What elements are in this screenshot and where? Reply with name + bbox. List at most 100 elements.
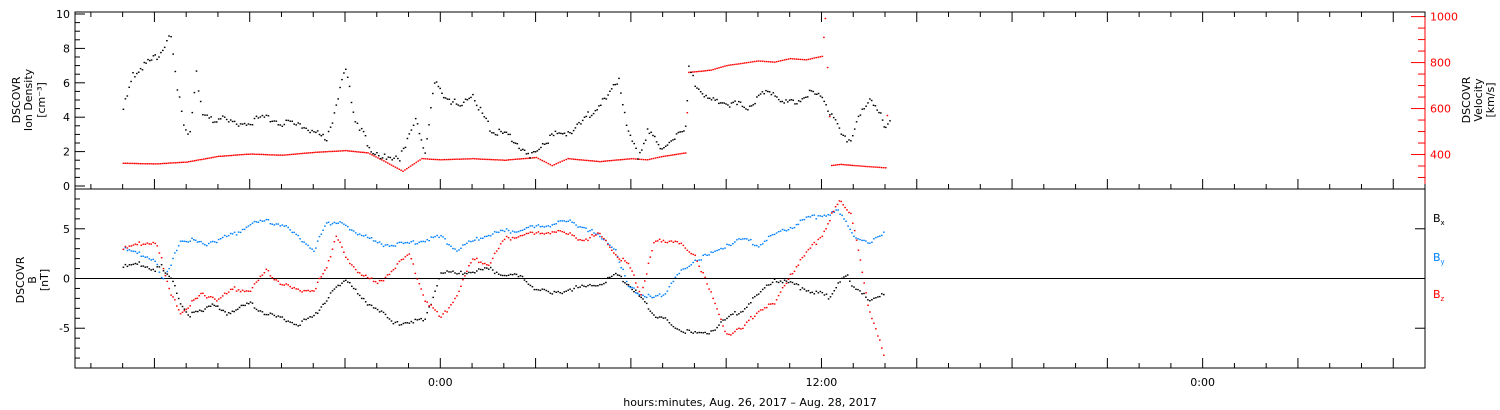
b-z-point bbox=[700, 271, 702, 273]
b-x-point bbox=[142, 265, 145, 267]
b-y-point bbox=[651, 296, 653, 299]
b-x-point bbox=[583, 285, 585, 287]
b-x-point bbox=[416, 319, 419, 321]
density-point bbox=[754, 102, 756, 105]
b-z-point bbox=[303, 289, 305, 292]
velocity-point bbox=[150, 163, 153, 165]
b-y-point bbox=[509, 232, 512, 234]
b-x-point bbox=[341, 282, 343, 284]
b-x-point bbox=[224, 311, 226, 313]
density-point bbox=[297, 122, 299, 124]
b-y-point bbox=[857, 238, 859, 240]
b-z-point bbox=[158, 252, 161, 254]
b-x-point bbox=[660, 316, 663, 318]
b-z-point bbox=[660, 241, 663, 243]
b-z-point bbox=[567, 233, 569, 235]
b-z-point bbox=[734, 330, 736, 333]
velocity-point bbox=[543, 160, 546, 163]
density-point bbox=[750, 105, 753, 107]
b-x-point bbox=[821, 291, 824, 294]
b-z-point bbox=[754, 315, 756, 317]
density-point bbox=[814, 93, 816, 95]
velocity-point bbox=[861, 165, 863, 167]
velocity-point bbox=[292, 153, 295, 155]
b-y-point bbox=[406, 241, 409, 244]
b-x-point bbox=[418, 318, 421, 321]
b-z-point bbox=[390, 270, 393, 273]
b-x-point bbox=[555, 291, 557, 293]
b-y-point bbox=[493, 231, 496, 233]
b-x-point bbox=[765, 284, 768, 286]
density-point bbox=[675, 133, 678, 135]
b-x-point bbox=[597, 285, 599, 287]
b-z-point bbox=[593, 235, 595, 237]
b-y-point bbox=[573, 222, 575, 224]
velocity-point bbox=[691, 71, 694, 73]
b-y-point bbox=[690, 264, 692, 266]
b-z-point bbox=[775, 299, 778, 301]
b-z-point bbox=[674, 240, 677, 242]
b-y-point bbox=[283, 225, 286, 227]
b-z-point bbox=[225, 293, 228, 295]
b-x-point bbox=[672, 325, 675, 328]
b-z-point bbox=[718, 313, 720, 316]
velocity-point bbox=[262, 153, 265, 156]
b-z-point bbox=[651, 250, 653, 252]
density-point bbox=[514, 142, 517, 144]
velocity-point bbox=[551, 164, 554, 167]
density-point bbox=[249, 123, 252, 126]
b-x-point bbox=[789, 281, 792, 283]
velocity-point bbox=[398, 168, 400, 170]
b-z-point bbox=[301, 291, 303, 293]
velocity-point bbox=[161, 162, 164, 165]
b-y-point bbox=[285, 225, 287, 227]
velocity-point bbox=[757, 60, 760, 62]
b-y-point bbox=[666, 290, 669, 292]
density-point bbox=[703, 96, 706, 98]
left-tick-label: 0 bbox=[63, 180, 70, 193]
velocity-point bbox=[838, 163, 841, 166]
b-y-point bbox=[412, 240, 415, 242]
b-y-point bbox=[607, 242, 609, 245]
density-point bbox=[492, 132, 495, 134]
b-x-point bbox=[491, 269, 494, 271]
b-z-point bbox=[603, 237, 605, 240]
b-z-point bbox=[513, 237, 516, 239]
b-z-point bbox=[797, 264, 800, 266]
density-point bbox=[643, 142, 645, 145]
density-point bbox=[358, 129, 361, 131]
velocity-point bbox=[487, 158, 489, 161]
density-point bbox=[763, 93, 765, 95]
b-y-point bbox=[189, 240, 191, 242]
b-y-point bbox=[354, 232, 357, 234]
density-point bbox=[686, 100, 689, 102]
density-point bbox=[785, 99, 787, 101]
b-z-point bbox=[678, 243, 681, 245]
b-x-point bbox=[489, 266, 492, 269]
b-x-point bbox=[795, 283, 798, 285]
b-z-point bbox=[241, 289, 244, 291]
density-point bbox=[466, 99, 469, 101]
velocity-point bbox=[411, 164, 414, 166]
density-point bbox=[383, 153, 386, 155]
density-point bbox=[816, 93, 818, 95]
b-x-point bbox=[240, 304, 243, 307]
b-z-point bbox=[297, 288, 299, 290]
b-x-point bbox=[408, 322, 411, 324]
b-z-point bbox=[140, 244, 143, 246]
velocity-point bbox=[339, 150, 341, 152]
b-z-point bbox=[267, 270, 270, 272]
b-y-point bbox=[624, 275, 626, 277]
b-y-point bbox=[166, 270, 169, 273]
density-point bbox=[366, 145, 369, 147]
b-z-point bbox=[805, 251, 808, 253]
b-y-point bbox=[863, 239, 865, 242]
density-point bbox=[299, 123, 301, 125]
b-y-point bbox=[368, 237, 371, 239]
b-z-point bbox=[850, 212, 852, 215]
velocity-point bbox=[559, 161, 561, 163]
b-x-point bbox=[211, 303, 214, 305]
velocity-point bbox=[283, 154, 285, 156]
velocity-point bbox=[738, 63, 740, 65]
b-y-point bbox=[267, 219, 270, 221]
